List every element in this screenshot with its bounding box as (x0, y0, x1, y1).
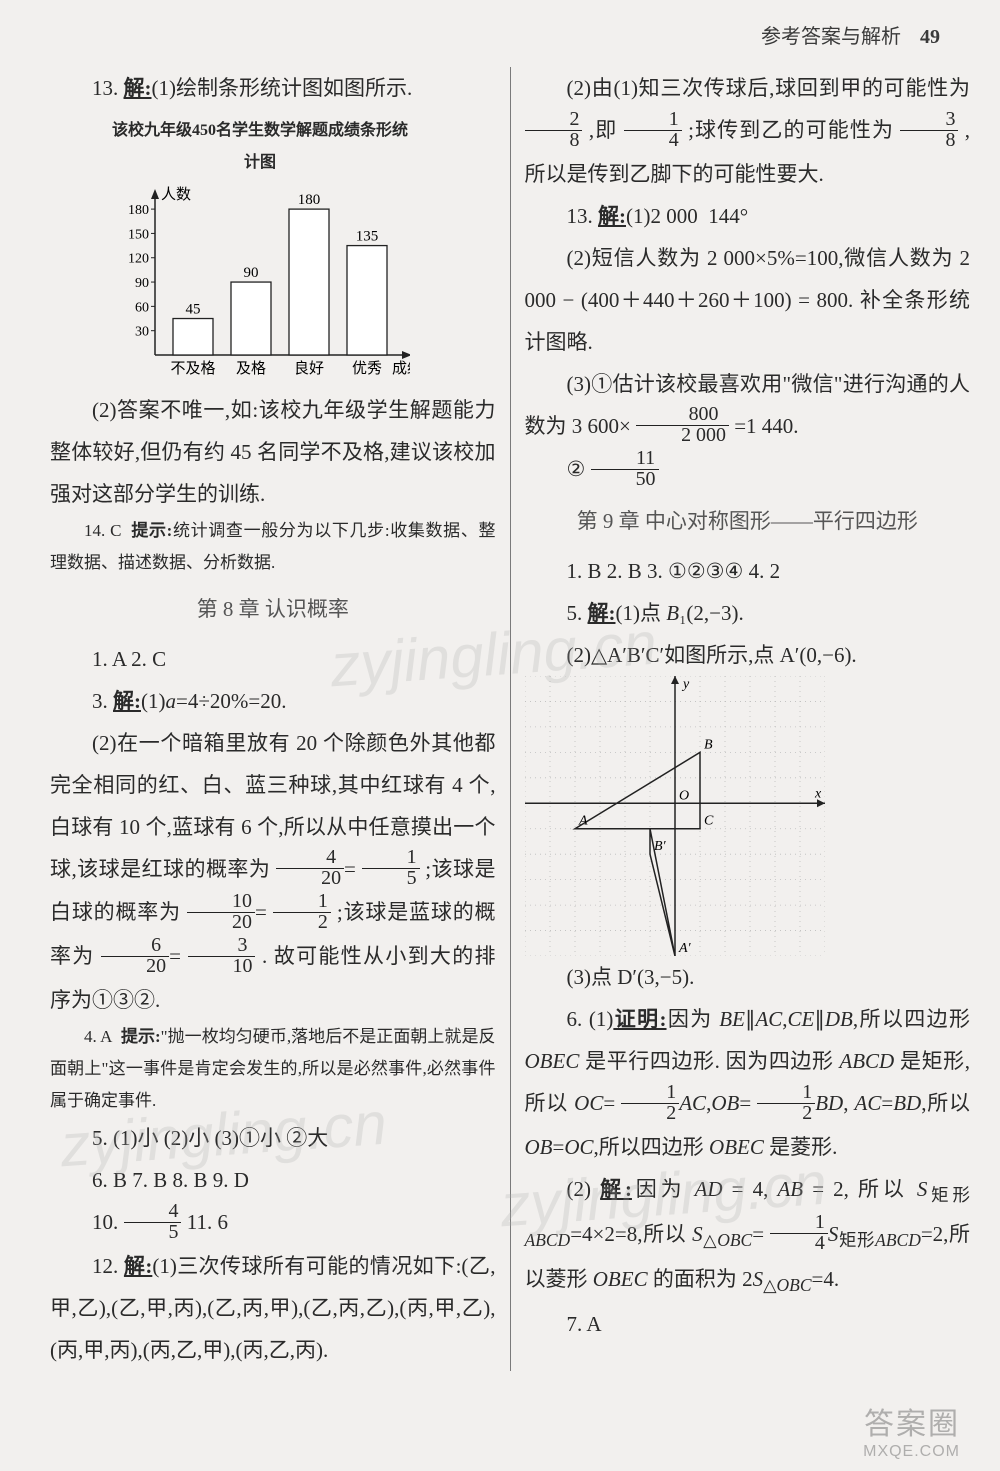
ch8-a4: 4. A 提示:"抛一枚均匀硬币,落地后不是正面朝上就是反面朝上"这一事件是肯定… (50, 1021, 496, 1118)
svg-text:A′: A′ (678, 941, 692, 956)
svg-text:人数: 人数 (161, 186, 191, 203)
frac-1-2: 12 (273, 892, 331, 933)
ch8-a10-11: 10. 45 11. 6 (50, 1201, 496, 1245)
ch9-a6-1: 6. (1)证明:因为 BE∥AC,CE∥DB,所以四边形 OBEC 是平行四边… (525, 998, 971, 1168)
svg-text:90: 90 (244, 265, 259, 281)
header-title: 参考答案与解析 (761, 26, 901, 48)
left-column: 13. 解:(1)绘制条形统计图如图所示. 该校九年级450名学生数学解题成绩条… (50, 67, 496, 1371)
svg-text:150: 150 (128, 227, 149, 242)
ch9-a6-2: (2) 解:因为 AD = 4, AB = 2, 所以 S矩形ABCD=4×2=… (525, 1168, 971, 1304)
svg-text:45: 45 (186, 302, 201, 318)
svg-text:30: 30 (135, 325, 149, 340)
frac-4-20: 420 (276, 848, 344, 889)
footer-line1: 答案圈 (863, 1399, 960, 1443)
column-divider (510, 67, 511, 1371)
coord-graph: x y A B CO B′ A′ (525, 676, 971, 956)
ch8-a12: 12. 解:(1)三次传球所有可能的情况如下:(乙,甲,乙),(乙,甲,丙),(… (50, 1245, 496, 1371)
frac-1-4: 14 (624, 110, 682, 151)
r-q13-2: (2)短信人数为 2 000×5%=100,微信人数为 2 000 − (400… (525, 237, 971, 363)
svg-text:良好: 良好 (294, 360, 324, 377)
svg-text:优秀: 优秀 (352, 360, 382, 377)
ch9-a5-3: (3)点 D′(3,−5). (525, 956, 971, 998)
svg-text:及格: 及格 (236, 360, 266, 377)
ch9-a5-2: (2)△A′B′C′如图所示,点 A′(0,−6). (525, 634, 971, 676)
ch9-a7: 7. A (525, 1303, 971, 1345)
frac-6-20: 620 (101, 936, 169, 977)
q13-1: 13. 解:(1)绘制条形统计图如图所示. (50, 67, 496, 109)
frac-3-10: 310 (188, 936, 256, 977)
ch8-a3-2: (2)在一个暗箱里放有 20 个除颜色外其他都完全相同的红、白、蓝三种球,其中红… (50, 722, 496, 1021)
svg-text:B: B (704, 737, 713, 752)
right-column: (2)由(1)知三次传球后,球回到甲的可能性为 28 ,即 14 ;球传到乙的可… (525, 67, 971, 1371)
frac-3-8: 38 (900, 110, 958, 151)
r-q13-3: (3)①估计该校最喜欢用"微信"进行沟通的人数为 3 600× 8002 000… (525, 363, 971, 449)
bar-chart: 该校九年级450名学生数学解题成绩条形统计图 人数成绩 30 60 90 120 150 1… (110, 115, 410, 383)
svg-text:不及格: 不及格 (170, 360, 215, 377)
ch8-a12: 1. A 2. C (50, 638, 496, 680)
svg-text:B′: B′ (654, 839, 667, 854)
ch9-a5-1: 5. 解:(1)点 B₁(2,−3). (525, 592, 971, 634)
svg-text:120: 120 (128, 252, 149, 267)
q13-2: (2)答案不唯一,如:该校九年级学生解题能力整体较好,但仍有约 45 名同学不及… (50, 389, 496, 515)
footer-logo: 答案圈 MXQE.COM (863, 1399, 960, 1461)
chapter-8: 第 8 章 认识概率 (50, 588, 496, 630)
svg-text:O: O (679, 788, 689, 803)
svg-text:90: 90 (135, 276, 149, 291)
ch9-a1-4: 1. B 2. B 3. ①②③④ 4. 2 (525, 550, 971, 592)
r-q13-1: 13. 解:(1)2 000 144° (525, 195, 971, 237)
frac-1-2a: 12 (621, 1083, 679, 1124)
page-header: 参考答案与解析 49 (50, 20, 970, 49)
svg-text:成绩: 成绩 (392, 360, 410, 377)
r-q12-2: (2)由(1)知三次传球后,球回到甲的可能性为 28 ,即 14 ;球传到乙的可… (525, 67, 971, 195)
svg-text:y: y (681, 677, 690, 692)
two-column-layout: 13. 解:(1)绘制条形统计图如图所示. 该校九年级450名学生数学解题成绩条… (50, 67, 970, 1371)
svg-text:C: C (704, 814, 714, 829)
frac-10-20: 1020 (187, 892, 255, 933)
svg-text:135: 135 (356, 229, 379, 245)
svg-text:A: A (578, 814, 588, 829)
ch8-a6-9: 6. B 7. B 8. B 9. D (50, 1159, 496, 1201)
page-number: 49 (920, 26, 940, 48)
q14: 14. C 提示:统计调查一般分为以下几步:收集数据、整理数据、描述数据、分析数… (50, 515, 496, 580)
svg-text:x: x (814, 786, 822, 801)
frac-2-8: 28 (525, 110, 583, 151)
svg-text:60: 60 (135, 300, 149, 315)
svg-text:180: 180 (128, 203, 149, 218)
ch8-a3-1: 3. 解:(1)a=4÷20%=20. (50, 680, 496, 722)
frac-1-2b: 12 (757, 1083, 815, 1124)
frac-1-5: 15 (362, 848, 420, 889)
r-q13-3b: ② 1150 (525, 448, 971, 492)
chart-title: 该校九年级450名学生数学解题成绩条形统计图 (110, 115, 410, 179)
chapter-9: 第 9 章 中心对称图形——平行四边形 (525, 500, 971, 542)
svg-text:180: 180 (298, 192, 321, 208)
frac-11-50: 1150 (591, 449, 659, 490)
frac-4-5: 45 (124, 1202, 182, 1243)
frac-1-4: 14 (770, 1213, 828, 1254)
footer-line2: MXQE.COM (863, 1443, 960, 1461)
frac-800-2000: 8002 000 (636, 405, 729, 446)
ch8-a5: 5. (1)小 (2)小 (3)①小 ②大 (50, 1117, 496, 1159)
